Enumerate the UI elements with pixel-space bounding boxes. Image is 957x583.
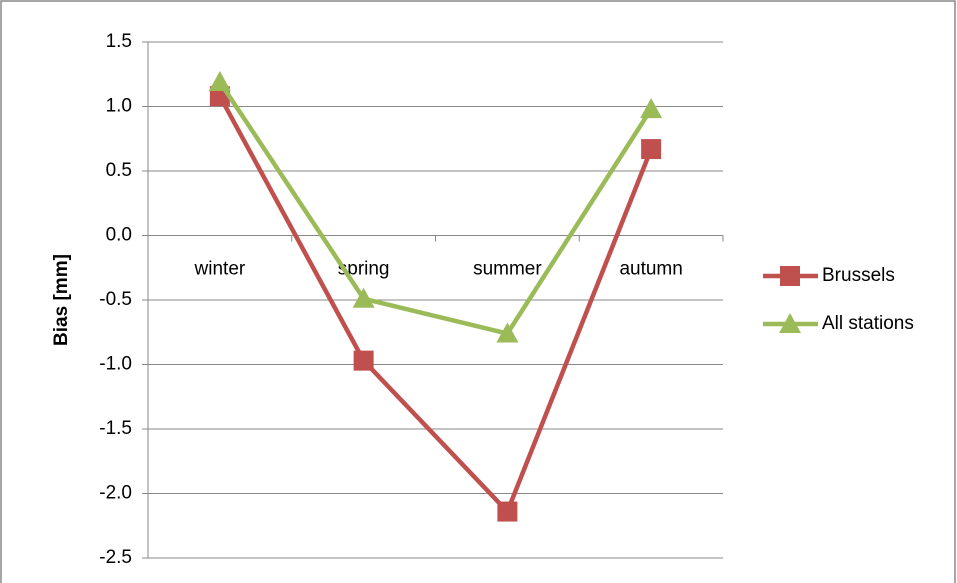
y-tick-label: -0.5 (99, 289, 132, 310)
y-tick-label: -2.0 (99, 483, 132, 504)
y-tick-label: -1.5 (99, 418, 132, 439)
y-tick-label: -2.5 (99, 547, 132, 568)
y-tick-label: 0.5 (106, 160, 132, 181)
marker (208, 70, 231, 91)
y-axis-label: Bias [mm] (51, 254, 72, 346)
series-line (217, 95, 654, 514)
y-tick-label: -1.0 (99, 354, 132, 375)
marker (780, 266, 800, 286)
y-tick-label: 0.0 (106, 225, 132, 246)
x-tick-label: autumn (619, 259, 682, 280)
marker (496, 322, 519, 343)
marker (641, 139, 662, 160)
legend-label: All stations (822, 313, 914, 334)
marker (497, 501, 518, 522)
marker (352, 287, 375, 308)
marker (640, 98, 663, 119)
x-tick-label: winter (194, 259, 246, 280)
x-tick-label: spring (338, 259, 390, 280)
x-tick-label: summer (473, 259, 542, 280)
legend-label: Brussels (822, 265, 895, 286)
y-tick-label: 1.5 (106, 31, 132, 52)
marker (779, 313, 801, 333)
marker (353, 350, 374, 371)
series-line (217, 80, 654, 336)
y-tick-label: 1.0 (106, 96, 132, 117)
